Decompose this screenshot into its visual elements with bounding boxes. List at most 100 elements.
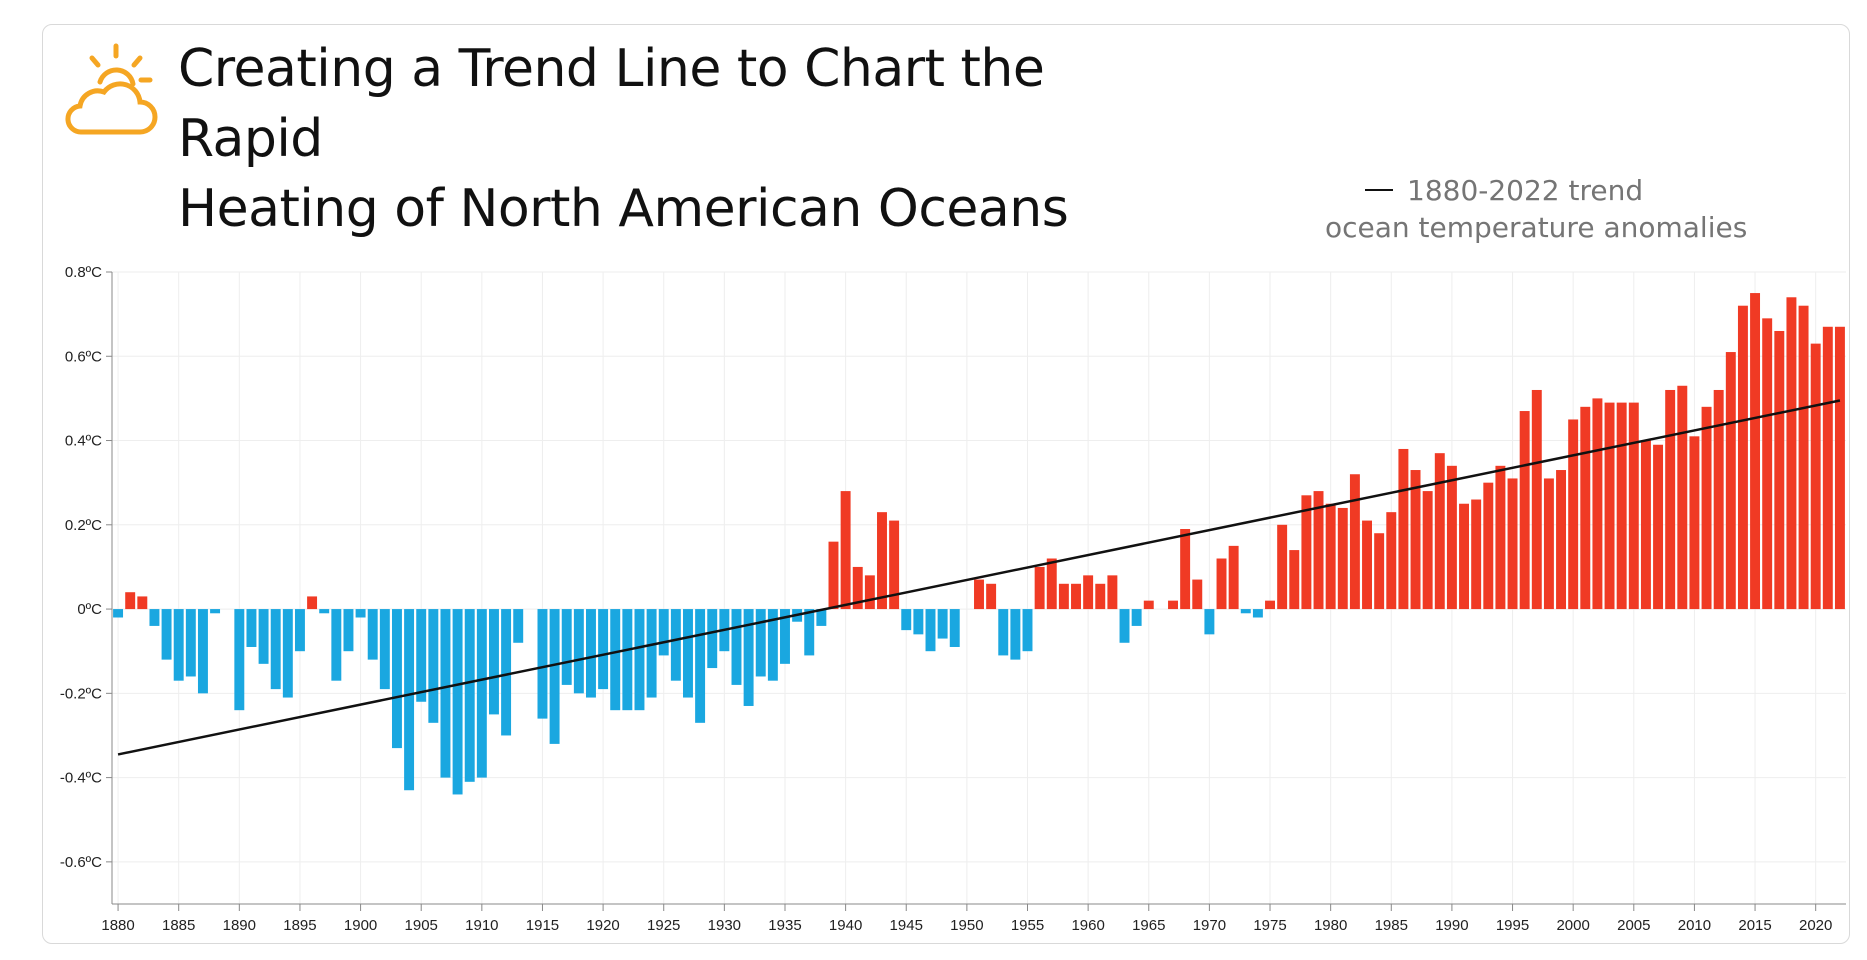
- x-tick-label: 1910: [465, 917, 498, 934]
- anomaly-bar-2022: [1834, 326, 1845, 610]
- x-tick-label: 2015: [1738, 917, 1771, 934]
- x-tick-label: 1970: [1193, 917, 1226, 934]
- anomaly-bar-2013: [1725, 352, 1736, 610]
- y-tick-label: 0.8ºC: [65, 264, 102, 281]
- anomaly-bar-1916: [549, 609, 560, 744]
- anomaly-bar-1956: [1034, 566, 1045, 610]
- anomaly-bar-1997: [1531, 389, 1542, 610]
- x-tick-label: 1915: [526, 917, 559, 934]
- anomaly-bar-1952: [986, 583, 997, 610]
- anomaly-bar-1911: [488, 609, 499, 715]
- x-tick-label: 1950: [950, 917, 983, 934]
- anomaly-bar-2011: [1701, 406, 1712, 610]
- anomaly-bar-2019: [1798, 305, 1809, 610]
- legend-item-anomalies[interactable]: ocean temperature anomalies: [1325, 208, 1765, 248]
- anomaly-bar-1985: [1386, 512, 1397, 610]
- anomaly-bar-1965: [1143, 600, 1154, 610]
- anomaly-bar-1934: [767, 609, 778, 681]
- anomaly-bar-1901: [367, 609, 378, 660]
- anomaly-bar-1905: [416, 609, 427, 702]
- anomaly-bar-1906: [428, 609, 439, 723]
- x-tick-label: 1980: [1314, 917, 1347, 934]
- anomaly-bar-1882: [137, 596, 148, 610]
- anomaly-bar-2018: [1786, 297, 1797, 610]
- y-tick-label: 0ºC: [77, 601, 102, 618]
- y-tick-label: 0.2ºC: [65, 517, 102, 534]
- anomaly-bar-1981: [1337, 507, 1348, 610]
- legend-item-trend[interactable]: 1880-2022 trend: [1365, 172, 1765, 208]
- anomaly-bar-1972: [1228, 545, 1239, 610]
- x-tick-label: 1890: [223, 917, 256, 934]
- trend-line: [117, 399, 1841, 756]
- x-tick-label: 1880: [101, 917, 134, 934]
- anomaly-bar-1995: [1507, 478, 1518, 610]
- anomaly-bar-1993: [1483, 482, 1494, 610]
- x-tick-label: 1900: [344, 917, 377, 934]
- partly-sunny-cloud-icon: [65, 43, 158, 135]
- anomaly-bar-1938: [816, 609, 827, 626]
- anomaly-bar-1989: [1434, 453, 1445, 610]
- anomaly-bar-1899: [343, 609, 354, 652]
- anomaly-bar-1932: [743, 609, 754, 706]
- anomaly-bar-1939: [828, 541, 839, 610]
- anomaly-bar-1962: [1107, 575, 1118, 610]
- anomaly-bar-1957: [1046, 558, 1057, 610]
- anomaly-bar-1994: [1495, 465, 1506, 610]
- anomaly-bar-1951: [974, 579, 984, 610]
- anomaly-bar-1927: [683, 609, 693, 698]
- anomaly-bar-1919: [586, 609, 596, 698]
- anomaly-bar-1912: [501, 609, 512, 736]
- x-tick-label: 1895: [283, 917, 316, 934]
- anomaly-bar-1979: [1313, 491, 1324, 610]
- legend: 1880-2022 trend ocean temperature anomal…: [1325, 172, 1765, 248]
- trend-line-swatch: [1365, 189, 1393, 191]
- anomaly-bar-1948: [937, 609, 948, 639]
- anomaly-bar-1904: [404, 609, 415, 791]
- anomaly-bar-1998: [1543, 478, 1554, 610]
- anomaly-bar-1940: [840, 491, 851, 610]
- anomaly-bar-1933: [755, 609, 766, 677]
- anomaly-bar-2007: [1653, 444, 1664, 610]
- anomaly-bar-1886: [185, 609, 196, 677]
- anomaly-bar-1891: [246, 609, 257, 647]
- anomaly-bar-1983: [1362, 520, 1372, 610]
- anomaly-bar-2001: [1580, 406, 1591, 610]
- anomaly-bar-1978: [1301, 495, 1312, 610]
- anomaly-bar-1944: [889, 520, 900, 610]
- x-tick-label: 1885: [162, 917, 195, 934]
- anomaly-bar-1980: [1325, 503, 1336, 610]
- anomaly-bar-1943: [877, 512, 887, 610]
- anomaly-bar-1888: [210, 609, 221, 614]
- anomaly-bar-1990: [1446, 465, 1457, 610]
- anomaly-bar-1884: [161, 609, 172, 660]
- anomaly-bar-1895: [294, 609, 305, 652]
- anomaly-bar-2015: [1750, 293, 1761, 610]
- anomaly-bar-2012: [1713, 389, 1724, 610]
- x-tick-label: 1965: [1132, 917, 1165, 934]
- anomaly-bar-1909: [464, 609, 475, 782]
- x-tick-label: 1930: [708, 917, 741, 934]
- anomaly-bar-1910: [476, 609, 487, 778]
- anomaly-bar-1937: [804, 609, 815, 656]
- title-line-2: Heating of North American Oceans: [178, 179, 1069, 239]
- anomaly-bar-1923: [634, 609, 645, 711]
- anomaly-bar-2020: [1810, 343, 1821, 610]
- anomaly-bar-2002: [1592, 398, 1603, 610]
- anomaly-bar-1953: [998, 609, 1009, 656]
- anomaly-bar-1976: [1277, 524, 1288, 610]
- anomaly-bar-1999: [1556, 470, 1567, 610]
- x-tick-label: 1940: [829, 917, 862, 934]
- anomaly-bar-1963: [1119, 609, 1130, 643]
- anomaly-bar-1971: [1216, 558, 1227, 610]
- anomaly-bar-2008: [1665, 389, 1676, 610]
- anomaly-bar-1991: [1459, 503, 1470, 610]
- anomaly-bar-1922: [622, 609, 633, 711]
- anomaly-bar-2010: [1689, 436, 1700, 610]
- anomaly-bar-2009: [1677, 385, 1688, 610]
- anomaly-bar-1894: [282, 609, 293, 698]
- anomaly-bar-2006: [1640, 440, 1651, 610]
- anomaly-bar-1968: [1180, 529, 1191, 610]
- legend-trend-label: 1880-2022 trend: [1407, 173, 1644, 207]
- x-tick-label: 1975: [1253, 917, 1286, 934]
